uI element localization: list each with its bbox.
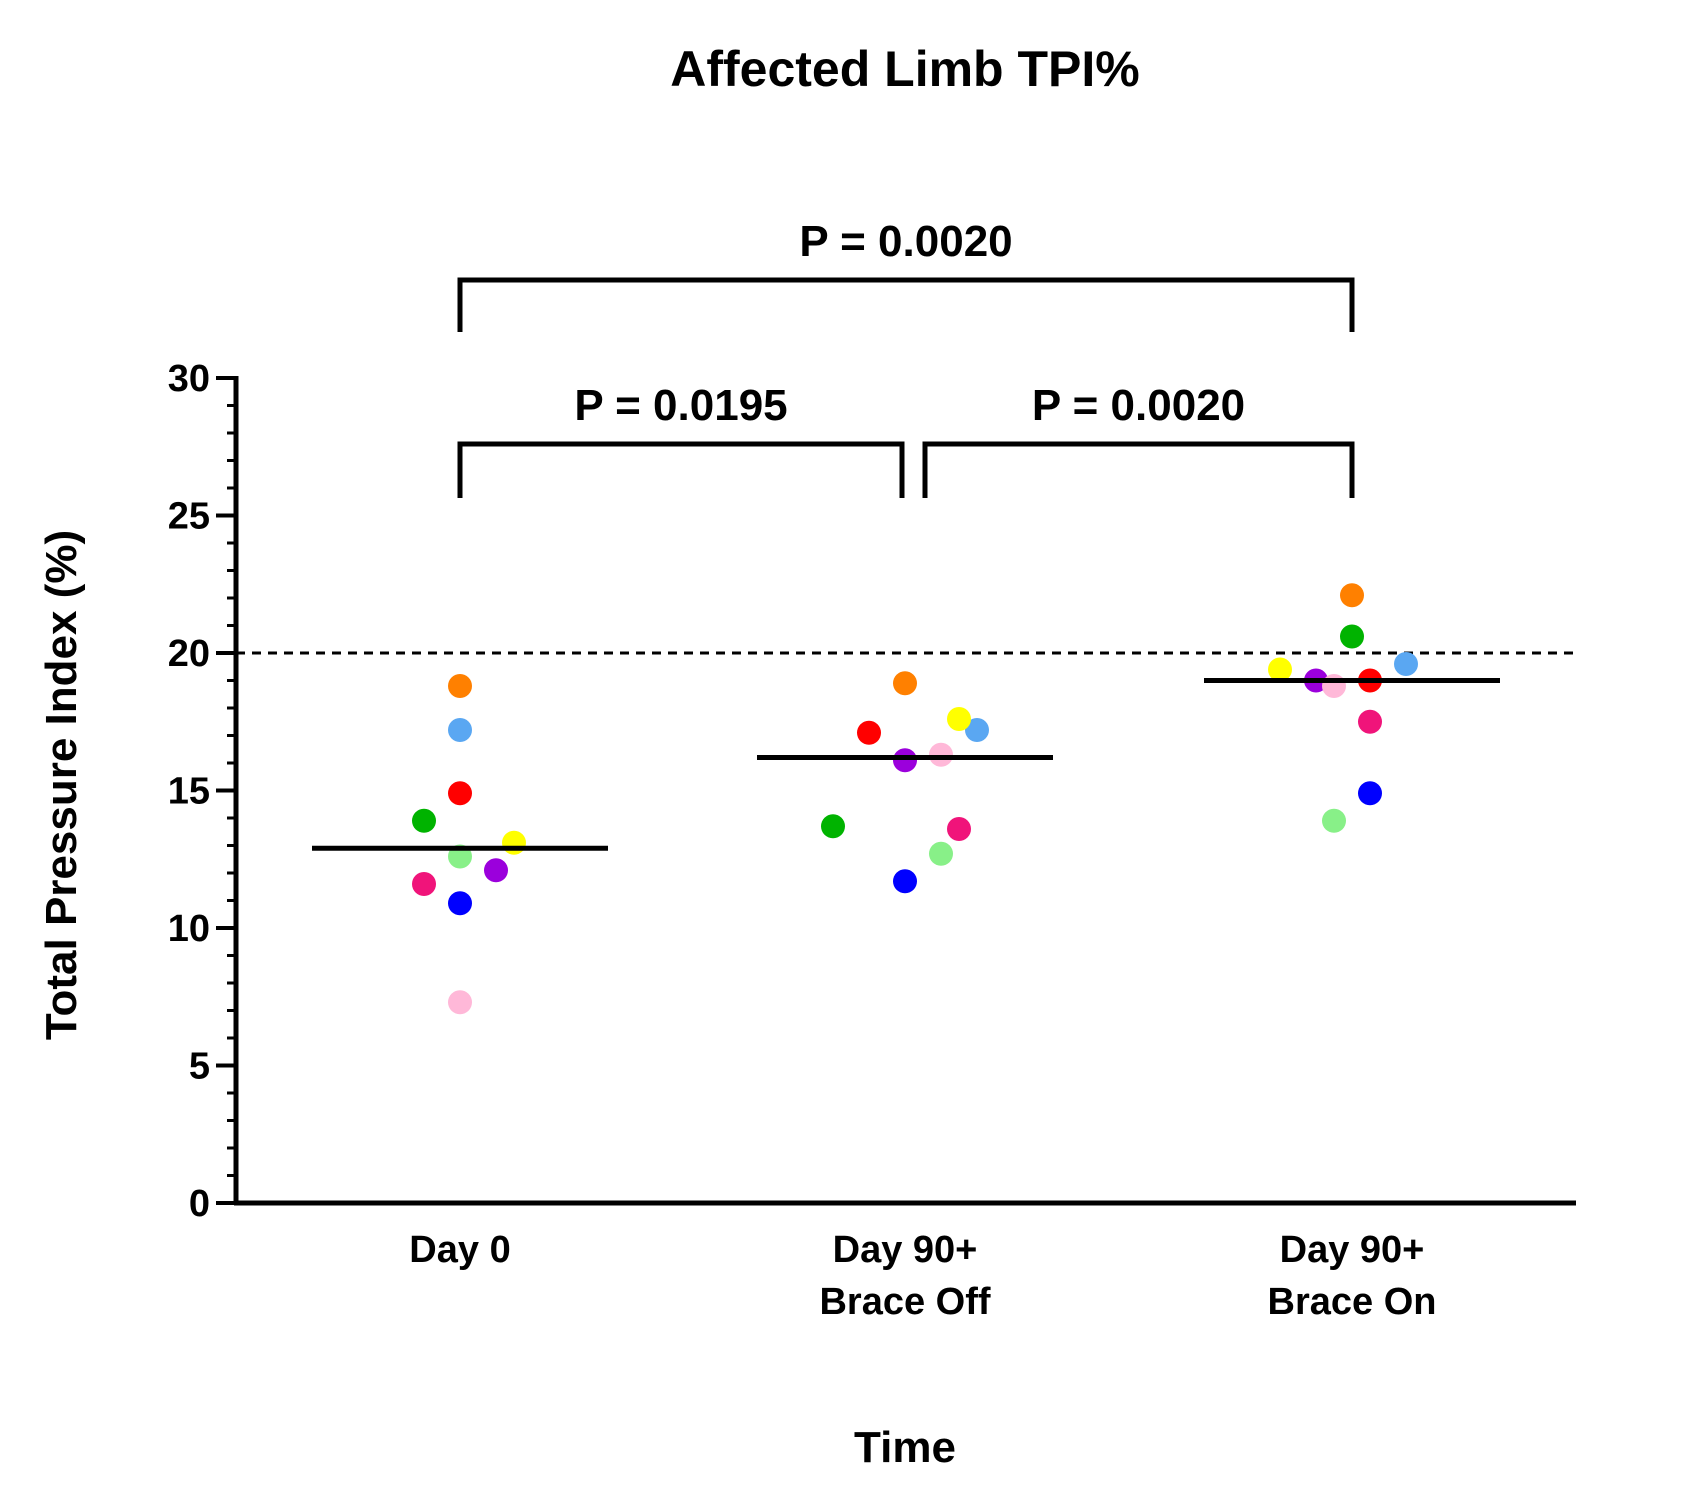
data-point (1322, 808, 1346, 833)
data-point (821, 814, 845, 839)
significance-bracket (457, 441, 905, 498)
p-value-label: P = 0.0020 (799, 217, 1012, 266)
x-category-label: Day 90+ (833, 1229, 978, 1271)
data-point (857, 720, 881, 745)
data-point (929, 742, 953, 767)
y-tick-label: 10 (168, 908, 210, 950)
data-point (412, 872, 436, 896)
data-point (502, 830, 526, 855)
data-point (1268, 657, 1292, 682)
significance-bracket (457, 277, 1355, 332)
data-point (448, 990, 472, 1015)
data-point (1340, 583, 1364, 608)
data-point (947, 707, 971, 731)
y-tick-label: 20 (168, 633, 210, 675)
y-tick-label: 0 (189, 1183, 210, 1225)
median-lines (312, 678, 1500, 851)
data-point (1394, 652, 1418, 676)
data-point (448, 891, 472, 916)
p-value-label: P = 0.0020 (1032, 381, 1245, 430)
data-point (1322, 674, 1346, 698)
x-category-label: Brace On (1268, 1281, 1437, 1323)
axes: 0 5 10 15 20 25 30 Day 0 Day 90+ Brace Off Day 90+… (168, 358, 1576, 1323)
x-category-label: Brace Off (819, 1281, 990, 1323)
data-point (893, 748, 917, 773)
data-point (1340, 624, 1364, 649)
data-points (412, 583, 1418, 1015)
x-category-label: Day 90+ (1280, 1229, 1425, 1271)
data-point (448, 674, 472, 698)
data-point (1358, 709, 1382, 734)
data-point (893, 869, 917, 894)
y-axis-label: Total Pressure Index (%) (37, 530, 86, 1040)
data-point (929, 841, 953, 866)
y-tick-label: 25 (168, 496, 210, 538)
data-point (448, 718, 472, 742)
data-point (448, 781, 472, 806)
significance-brackets: P = 0.0020 P = 0.0195 P = 0.0020 (457, 217, 1355, 498)
significance-bracket (922, 441, 1355, 498)
y-tick-label: 30 (168, 358, 210, 400)
data-point (893, 671, 917, 696)
x-category-label: Day 0 (409, 1229, 510, 1271)
data-point (484, 858, 508, 883)
p-value-label: P = 0.0195 (574, 381, 787, 430)
data-point (947, 817, 971, 841)
chart-title: Affected Limb TPI% (670, 41, 1139, 97)
x-axis-label: Time (854, 1423, 956, 1472)
y-tick-label: 5 (189, 1046, 210, 1088)
y-tick-label: 15 (168, 771, 210, 813)
data-point (412, 808, 436, 833)
data-point (1358, 781, 1382, 806)
data-point (965, 718, 989, 742)
